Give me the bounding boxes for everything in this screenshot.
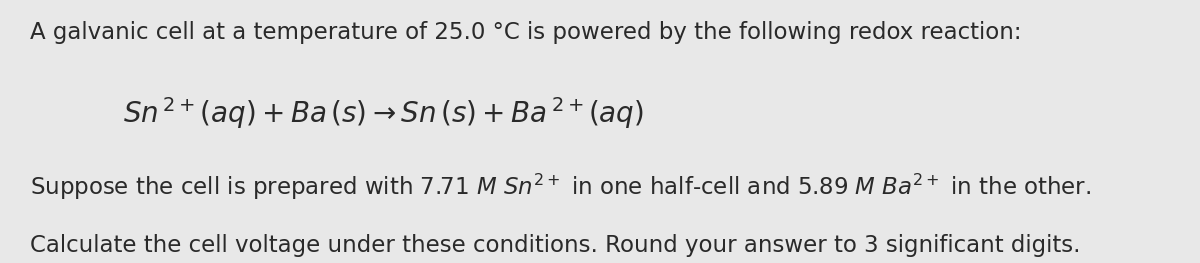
Text: A galvanic cell at a temperature of 25.0 °C is powered by the following redox re: A galvanic cell at a temperature of 25.0…: [30, 21, 1021, 44]
Text: Calculate the cell voltage under these conditions. Round your answer to 3 signif: Calculate the cell voltage under these c…: [30, 234, 1080, 257]
Text: Suppose the cell is prepared with 7.71 $\mathit{M}$ $\mathit{Sn}^{2+}$ in one ha: Suppose the cell is prepared with 7.71 $…: [30, 172, 1091, 202]
Text: $\mathit{Sn}^{\,2+}\mathit{(aq) + Ba\,(s) \rightarrow Sn\,(s) + Ba}^{\,2+}\mathi: $\mathit{Sn}^{\,2+}\mathit{(aq) + Ba\,(s…: [124, 95, 644, 131]
